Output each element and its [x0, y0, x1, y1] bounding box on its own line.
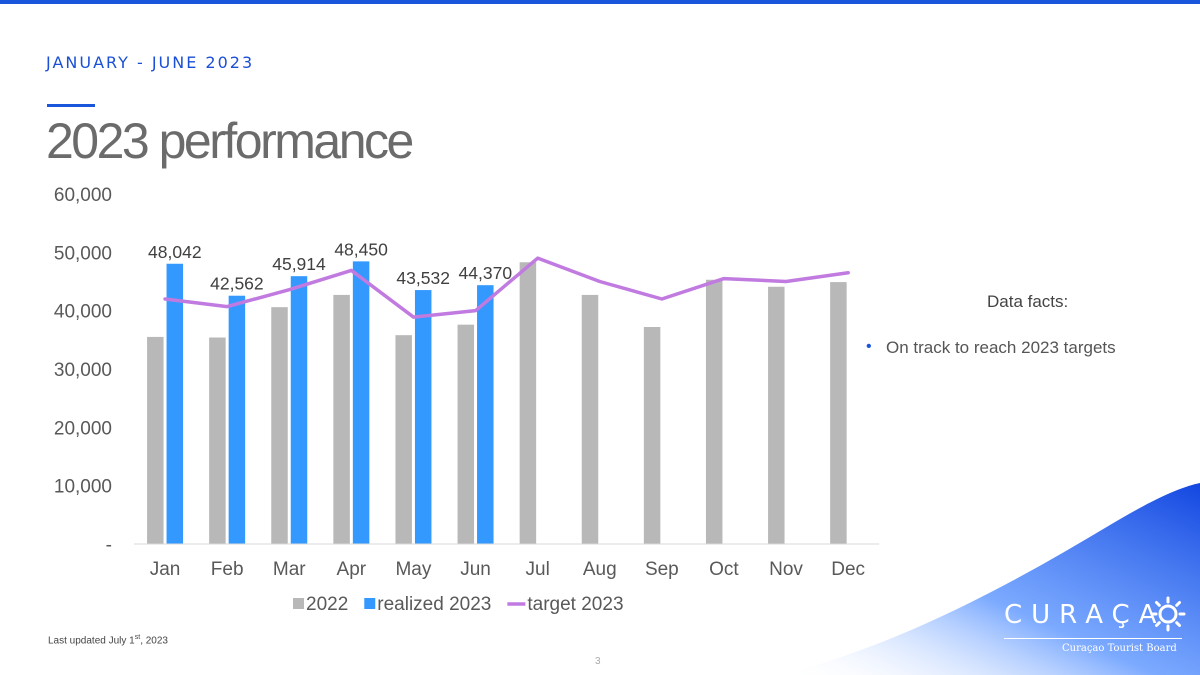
data-label-feb: 42,562	[210, 274, 264, 294]
x-tick-label: Jul	[526, 559, 550, 580]
target-2023-line	[163, 256, 850, 319]
x-axis: Jan Feb Mar Apr May Jun Jul Aug Sep Oct Nov Dec	[134, 543, 880, 580]
data-label-may: 43,532	[396, 268, 450, 288]
logo-wordmark: CURAÇA	[1004, 600, 1166, 630]
last-updated-suffix: , 2023	[140, 635, 168, 647]
x-tick-label: Oct	[709, 559, 739, 580]
x-tick-label: Nov	[769, 559, 803, 580]
x-tick-label: Dec	[831, 559, 865, 580]
bar-realized-2023-jan	[166, 263, 184, 544]
data-facts-list: On track to reach 2023 targets	[866, 338, 1116, 358]
data-facts-title: Data facts:	[987, 292, 1069, 311]
page-number: 3	[595, 656, 601, 667]
data-label-jan: 48,042	[148, 242, 202, 262]
x-tick-label: Feb	[211, 559, 244, 580]
bar-2022-aug	[581, 294, 599, 544]
data-label-apr: 48,450	[334, 239, 388, 259]
chart-legend: 2022 realized 2023 target 2023	[293, 594, 624, 615]
legend-entry: 2022	[306, 594, 348, 615]
x-tick-label: Aug	[583, 559, 617, 580]
legend-swatch-1	[364, 598, 376, 609]
last-updated-note: Last updated July 1st, 2023	[48, 634, 168, 646]
bar-2022-nov	[768, 286, 785, 544]
page-title: 2023 performance	[46, 113, 414, 169]
legend-entry: target 2023	[527, 594, 623, 615]
bar-realized-2023-feb	[228, 295, 246, 544]
bar-2022-mar	[271, 307, 288, 544]
y-tick-label: 20,000	[54, 418, 112, 439]
bar-realized-2023-mar	[290, 276, 308, 544]
performance-chart: - 10,000 20,000 30,000 40,000 50,000 60,000 48…	[54, 185, 880, 615]
logo-divider	[1004, 638, 1182, 639]
corner-wave-decoration	[780, 483, 1200, 675]
x-tick-label: Jun	[460, 559, 491, 580]
bar-2022-apr	[333, 294, 350, 544]
data-label-mar: 45,914	[272, 254, 326, 274]
data-label-jun: 44,370	[459, 263, 513, 283]
legend-swatch-0	[293, 598, 304, 609]
series-target-2023-line	[163, 256, 850, 319]
last-updated-prefix: Last updated July 1	[48, 635, 135, 647]
y-tick-label: 50,000	[54, 243, 112, 264]
y-tick-label: 30,000	[54, 360, 112, 381]
x-tick-label: Mar	[273, 559, 306, 580]
y-tick-label: -	[106, 535, 112, 556]
y-axis: - 10,000 20,000 30,000 40,000 50,000 60,000	[54, 185, 112, 556]
bar-2022-jun	[457, 324, 475, 544]
x-tick-label: Sep	[645, 559, 679, 580]
x-tick-label: Apr	[337, 559, 367, 580]
legend-entry: realized 2023	[377, 594, 491, 615]
bar-2022-oct	[705, 279, 723, 544]
bar-2022-jul	[519, 262, 537, 544]
bar-2022-sep	[643, 327, 661, 544]
bar-2022-jan	[147, 336, 164, 544]
y-tick-label: 40,000	[54, 302, 112, 323]
series-2022-bars	[147, 262, 847, 544]
bar-realized-2023-jun	[477, 285, 494, 544]
sun-icon	[1150, 596, 1186, 632]
data-labels: 48,042 42,562 45,914 48,450 43,532 44,370	[148, 239, 512, 293]
last-updated-sup: st	[134, 634, 141, 641]
bar-2022-may	[395, 335, 412, 544]
x-tick-label: Jan	[150, 559, 181, 580]
top-accent-bar	[0, 0, 1200, 4]
data-fact-item: On track to reach 2023 targets	[866, 338, 1116, 358]
y-tick-label: 60,000	[54, 185, 112, 206]
bar-2022-dec	[830, 282, 847, 544]
logo-subtitle: Curaçao Tourist Board	[1062, 643, 1177, 654]
curacao-tourist-board-logo: CURAÇA Curaçao Tourist Board	[1000, 596, 1186, 658]
x-tick-label: May	[395, 559, 431, 580]
bar-2022-feb	[209, 337, 226, 544]
bar-realized-2023-may	[414, 290, 432, 544]
bar-realized-2023-apr	[352, 261, 370, 544]
y-tick-label: 10,000	[54, 477, 112, 498]
series-realized-2023-bars	[166, 261, 494, 544]
date-range-eyebrow: JANUARY - JUNE 2023	[46, 53, 255, 72]
title-accent-line	[47, 104, 95, 107]
